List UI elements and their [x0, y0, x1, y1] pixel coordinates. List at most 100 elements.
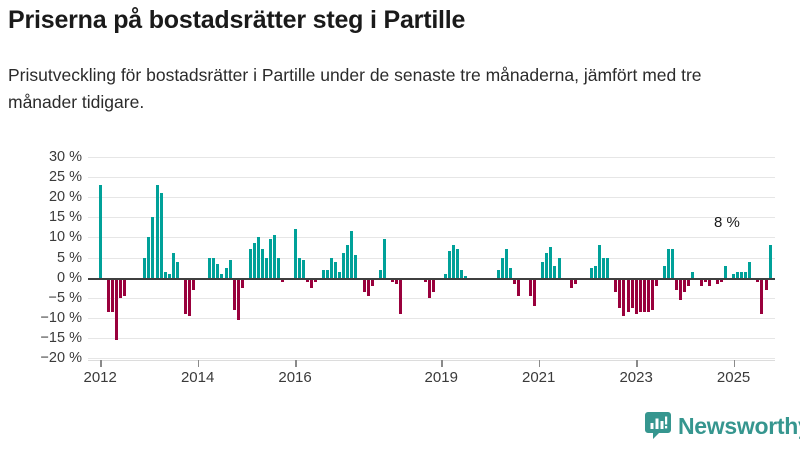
- chart-bar: [321, 269, 325, 278]
- chart-bar: [443, 273, 447, 278]
- chart-bar: [683, 277, 687, 292]
- gridline: [88, 297, 775, 299]
- newsworthy-logo[interactable]: Newsworthy: [645, 412, 800, 440]
- chart-bar: [719, 277, 723, 282]
- chart-bar: [281, 277, 285, 282]
- chart-bar: [143, 257, 147, 278]
- chart-bar: [216, 263, 220, 278]
- chart-bar: [451, 245, 455, 278]
- chart-bar: [622, 277, 626, 316]
- chart-bar: [516, 277, 520, 296]
- chart-bar: [175, 261, 179, 278]
- chart-bar: [261, 249, 265, 278]
- chart-bar: [224, 267, 228, 278]
- chart-bar: [232, 277, 236, 310]
- y-tick-label: −20 %: [40, 350, 82, 366]
- chart-bar: [646, 277, 650, 312]
- chart-bar: [618, 277, 622, 308]
- last-value-annotation: 8 %: [714, 214, 740, 231]
- gridline: [88, 217, 775, 219]
- chart-bar: [106, 277, 110, 312]
- chart-bar: [545, 253, 549, 278]
- chart-bar: [602, 257, 606, 278]
- chart-bar: [212, 257, 216, 278]
- chart-bar: [500, 257, 504, 278]
- x-tick-mark: [100, 360, 102, 367]
- chart-bar: [512, 277, 516, 284]
- chart-bar: [650, 277, 654, 310]
- gridline: [88, 337, 775, 339]
- x-tick-mark: [636, 360, 638, 367]
- chart-bar: [350, 231, 354, 278]
- gridline: [88, 177, 775, 179]
- chart-bar: [98, 185, 102, 278]
- x-tick-label: 2012: [83, 369, 117, 386]
- chart-bar: [549, 247, 553, 278]
- chart-bar: [707, 277, 711, 286]
- gridline: [88, 257, 775, 259]
- chart-bar: [675, 277, 679, 290]
- chart-bar: [334, 261, 338, 278]
- y-tick-label: 20 %: [48, 189, 82, 206]
- chart-bar: [277, 257, 281, 278]
- chart-bar: [533, 277, 537, 306]
- chart-bar: [744, 271, 748, 278]
- chart-bar: [715, 277, 719, 284]
- chart-bar: [326, 269, 330, 278]
- chart-bar: [553, 265, 557, 278]
- chart-bar: [236, 277, 240, 320]
- gridline: [88, 157, 775, 158]
- page-subtitle: Prisutveckling för bostadsrätter i Parti…: [8, 65, 702, 112]
- chart-bar: [573, 277, 577, 284]
- x-tick-mark: [441, 360, 443, 367]
- chart-bar: [687, 277, 691, 286]
- chart-bar: [703, 277, 707, 282]
- chart-bar: [598, 245, 602, 278]
- chart-bar: [447, 251, 451, 278]
- y-tick-label: −5 %: [48, 289, 82, 306]
- chart-bar: [504, 249, 508, 278]
- y-tick-label: −10 %: [40, 309, 82, 326]
- gridline: [88, 358, 775, 359]
- chart-bar: [679, 277, 683, 300]
- chart-bar: [220, 273, 224, 278]
- y-tick-label: 5 %: [57, 249, 82, 266]
- x-tick-mark: [538, 360, 541, 367]
- x-tick-mark: [733, 360, 736, 367]
- chart-bar: [382, 239, 386, 278]
- chart-bar: [265, 257, 269, 278]
- chart-bar: [736, 271, 740, 278]
- chart-bar: [614, 277, 618, 292]
- chart-bar: [362, 277, 366, 292]
- page-title: Priserna på bostadsrätter steg i Partill…: [8, 6, 466, 34]
- chart-bar: [183, 277, 187, 314]
- chart-bar: [252, 243, 256, 278]
- chart-bar: [301, 259, 305, 278]
- chart-bar: [606, 257, 610, 278]
- chart-bar: [391, 277, 395, 282]
- x-tick-label: 2021: [522, 369, 556, 386]
- chart-bar: [118, 277, 122, 298]
- chart-bar: [269, 239, 273, 278]
- chart-bar: [208, 257, 212, 278]
- chart-bar: [723, 265, 727, 278]
- chart-bar: [342, 253, 346, 278]
- y-tick-label: 10 %: [48, 229, 82, 246]
- y-tick-label: 0 %: [57, 269, 82, 286]
- chart-bar: [395, 277, 399, 284]
- chart-bar: [760, 277, 764, 314]
- chart-bar: [171, 253, 175, 278]
- chart-bar: [257, 237, 261, 278]
- y-tick-label: 25 %: [48, 169, 82, 186]
- chart-bar: [541, 261, 545, 278]
- chart-bar: [667, 249, 671, 278]
- chart-bar: [293, 229, 297, 278]
- chart-bar: [240, 277, 244, 288]
- chart-bar: [508, 267, 512, 278]
- y-tick-label: 15 %: [48, 209, 82, 226]
- chart-bar: [366, 277, 370, 296]
- x-tick-mark: [197, 360, 200, 367]
- x-tick-label: 2016: [278, 369, 312, 386]
- chart-bar: [594, 265, 598, 278]
